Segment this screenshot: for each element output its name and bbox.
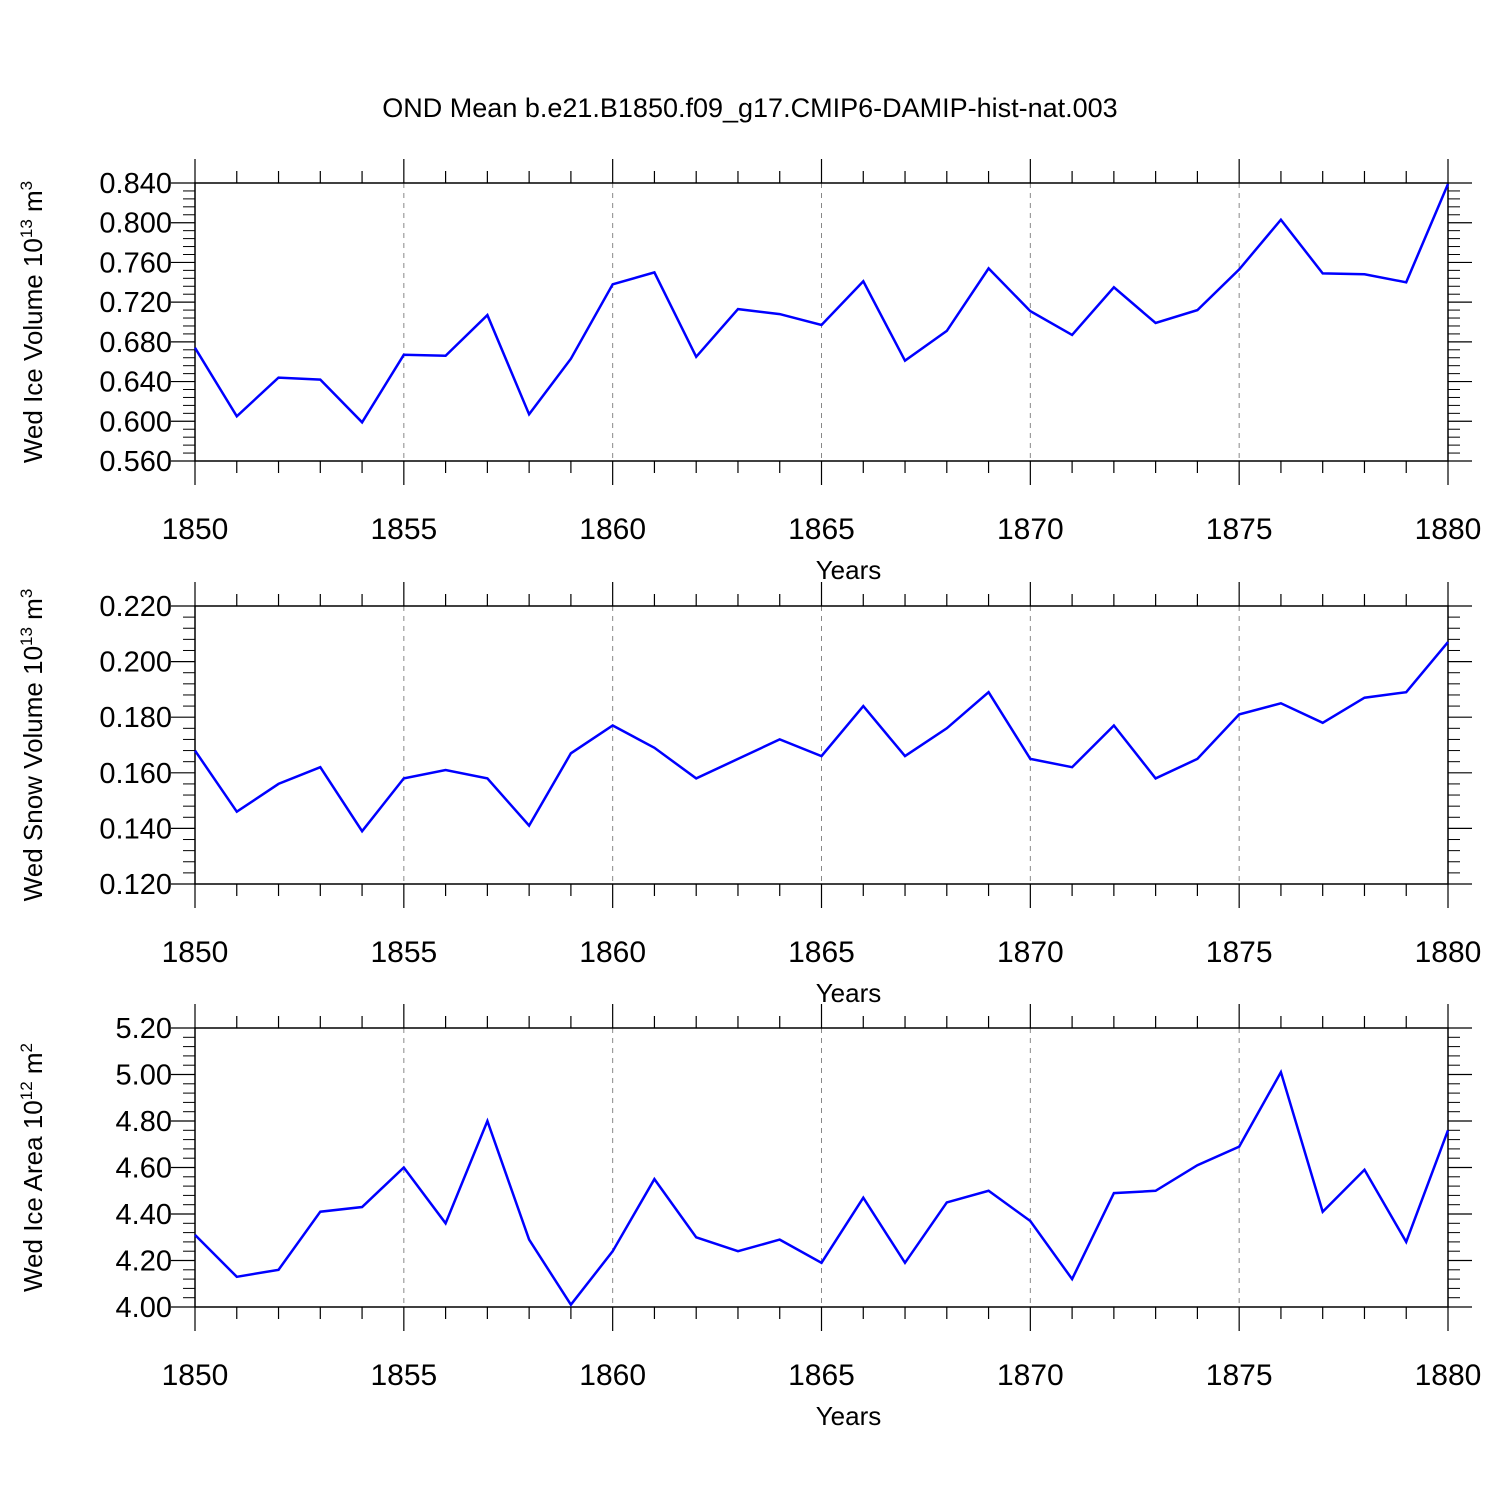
x-tick-label: 1855	[370, 513, 437, 546]
x-tick-label: 1875	[1206, 1359, 1273, 1392]
y-tick-label: 0.600	[99, 406, 172, 438]
x-tick-label: 1865	[788, 936, 855, 969]
x-tick-label: 1860	[579, 936, 646, 969]
x-axis-title: Years	[816, 978, 882, 1008]
series-line	[193, 183, 1450, 425]
y-axis-title: Wed Ice Volume 1013 m3	[17, 181, 48, 463]
chart-panel-2: 0.120 0.140 0.160 0.180 0.200 0.220 1850 1855 18…	[17, 582, 1481, 1008]
x-tick-label: 1850	[162, 1359, 229, 1392]
y-tick-label: 0.760	[99, 247, 172, 279]
y-tick-label: 5.20	[116, 1013, 172, 1045]
figure-title: OND Mean b.e21.B1850.f09_g17.CMIP6-DAMIP…	[382, 93, 1118, 123]
x-tick-label: 1855	[370, 936, 437, 969]
x-tick-label: 1865	[788, 1359, 855, 1392]
x-tick-label: 1860	[579, 513, 646, 546]
y-axis-title: Wed Ice Area 1012 m2	[17, 1043, 48, 1292]
y-tick-label: 0.720	[99, 287, 172, 319]
x-tick-label: 1870	[997, 1359, 1064, 1392]
chart-panel-3: 4.00 4.20 4.40 4.60 4.80 5.00 5.20 1850 1855 1860…	[17, 1004, 1481, 1431]
x-tick-label: 1875	[1206, 936, 1273, 969]
x-axis-title: Years	[816, 1401, 882, 1431]
x-tick-label: 1870	[997, 936, 1064, 969]
x-axis-title: Years	[816, 555, 882, 585]
x-tick-label: 1880	[1415, 1359, 1482, 1392]
series-line	[194, 1069, 1450, 1307]
y-tick-label: 0.680	[99, 327, 172, 359]
y-tick-label: 0.140	[99, 813, 172, 845]
y-tick-label: 5.00	[116, 1060, 172, 1092]
x-tick-label: 1880	[1415, 513, 1482, 546]
y-tick-label: 0.840	[99, 168, 172, 200]
x-tick-label: 1850	[162, 936, 229, 969]
y-tick-label: 4.40	[116, 1199, 172, 1231]
y-tick-label: 0.800	[99, 208, 172, 240]
y-tick-label: 0.220	[99, 591, 172, 623]
y-tick-label: 0.640	[99, 367, 172, 399]
y-tick-label: 0.120	[99, 869, 172, 901]
chart-panel-1: 0.560 0.600 0.640 0.680 0.720 0.760 0.800 0.840…	[17, 159, 1481, 585]
y-axis-title: Wed Snow Volume 1013 m3	[17, 589, 48, 902]
x-tick-label: 1860	[579, 1359, 646, 1392]
y-tick-label: 0.180	[99, 702, 172, 734]
x-tick-label: 1855	[370, 1359, 437, 1392]
y-tick-label: 0.560	[99, 446, 172, 478]
x-tick-label: 1880	[1415, 936, 1482, 969]
y-tick-label: 4.60	[116, 1153, 172, 1185]
x-tick-label: 1870	[997, 513, 1064, 546]
series-line	[193, 641, 1449, 834]
y-tick-label: 4.20	[116, 1246, 172, 1278]
y-tick-label: 0.200	[99, 647, 172, 679]
y-tick-label: 4.00	[116, 1292, 172, 1324]
x-tick-label: 1850	[162, 513, 229, 546]
y-tick-label: 4.80	[116, 1106, 172, 1138]
y-tick-label: 0.160	[99, 758, 172, 790]
x-tick-label: 1865	[788, 513, 855, 546]
x-tick-label: 1875	[1206, 513, 1273, 546]
